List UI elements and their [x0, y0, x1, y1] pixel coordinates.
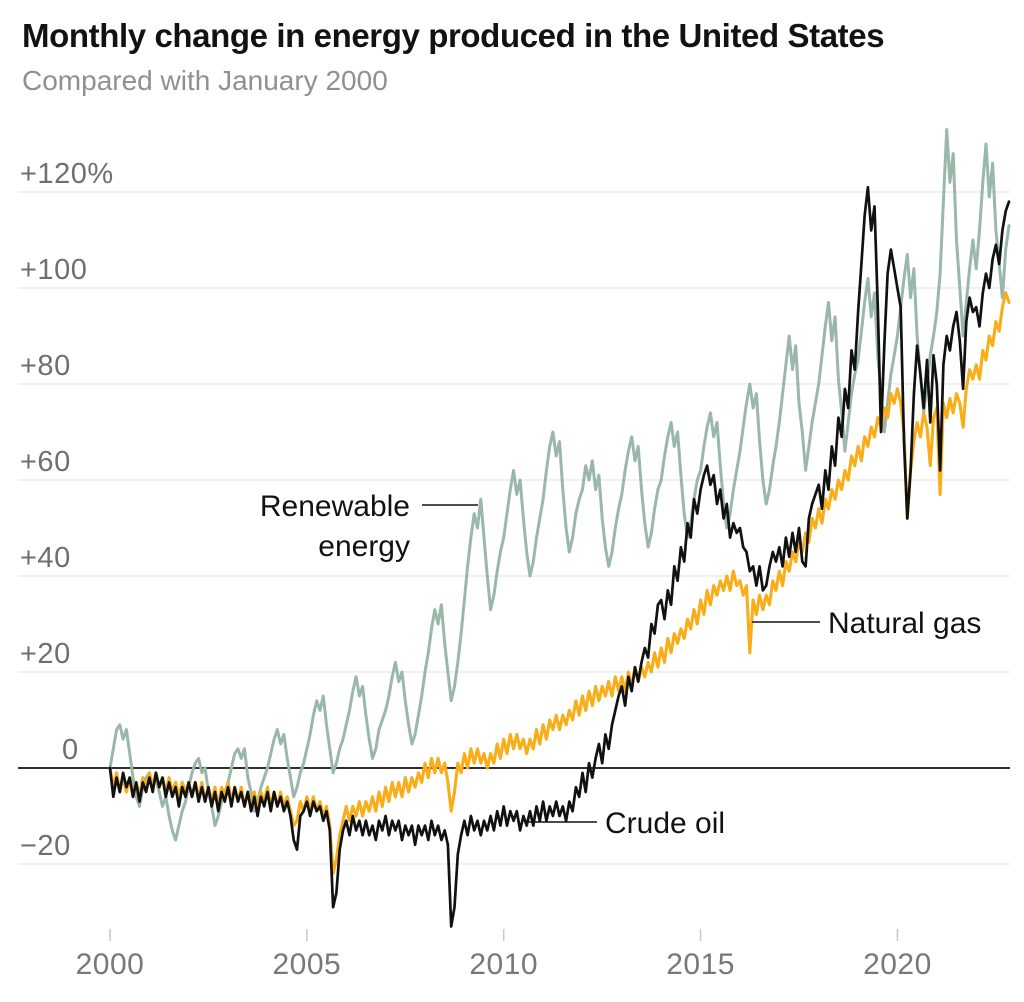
annotation-label-renewable-energy: energy — [318, 530, 410, 563]
x-axis-label: 2000 — [76, 948, 145, 981]
series-line-natural-gas — [108, 291, 1011, 876]
y-axis-label: +40 — [20, 542, 71, 574]
chart-subtitle: Compared with January 2000 — [22, 65, 388, 96]
y-axis-label: +80 — [20, 350, 71, 382]
x-axis-label: 2015 — [666, 948, 735, 981]
annotation-label-renewable-energy: Renewable — [260, 490, 410, 523]
series-line-crude-oil — [108, 185, 1011, 928]
x-axis-label: 2005 — [272, 948, 341, 981]
y-axis-label: +60 — [20, 446, 71, 478]
y-axis-label: +100 — [20, 254, 87, 286]
y-axis-label: −20 — [20, 830, 71, 862]
x-axis-label: 2010 — [469, 948, 538, 981]
y-axis-label: +20 — [20, 638, 71, 670]
x-axis-label: 2020 — [863, 948, 932, 981]
y-axis-label: +120% — [20, 158, 114, 190]
annotation-label-natural-gas: Natural gas — [828, 607, 981, 640]
chart-title: Monthly change in energy produced in the… — [22, 17, 885, 54]
annotation-label-crude-oil: Crude oil — [605, 807, 725, 840]
y-axis-label: 0 — [62, 734, 79, 766]
